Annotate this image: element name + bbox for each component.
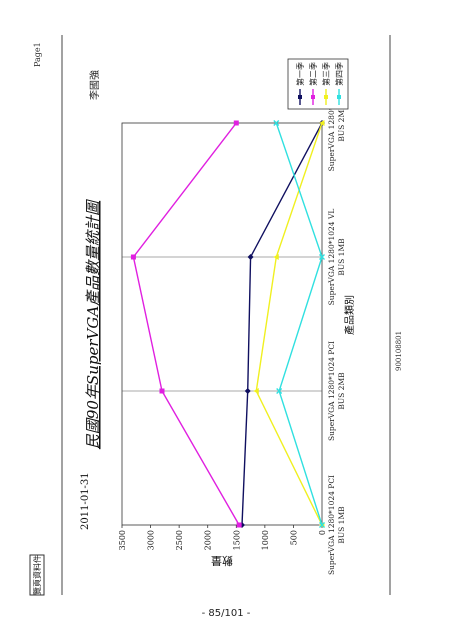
author-label: 李國強 xyxy=(88,70,101,100)
data-point xyxy=(276,388,283,394)
y-tick-label: 0 xyxy=(318,530,327,535)
page-label: Page1 xyxy=(33,42,42,67)
plot-area xyxy=(121,122,323,526)
data-point xyxy=(319,522,325,528)
data-point xyxy=(236,522,242,528)
data-point xyxy=(273,120,280,126)
x-tick-label: SuperVGA 1280*1024 VLBUS 1MB xyxy=(327,209,346,306)
legend-box xyxy=(287,58,349,110)
legend: 第一季 第二季 第三季 第四季 xyxy=(287,58,349,110)
legend-marker xyxy=(311,95,315,99)
legend-label: 第四季 xyxy=(334,62,344,86)
doc-code: 900108801 xyxy=(395,331,403,371)
y-tick-label: 3500 xyxy=(118,530,127,550)
series-line xyxy=(241,122,323,526)
y-tick-labels: 0 500 1000 1500 2000 2500 3000 3500 xyxy=(118,525,327,550)
stamp-box xyxy=(29,554,45,596)
data-point xyxy=(273,254,279,260)
data-point xyxy=(233,120,239,126)
data-point xyxy=(244,388,251,394)
series-layer xyxy=(130,120,325,528)
x-tick-label: SuperVGA 1280*1024 VLBUS 2MB xyxy=(327,75,346,172)
chart-title: 民國90年SuperVGA產品數量統計圖 xyxy=(84,199,102,449)
legend-marker xyxy=(324,95,328,99)
series-line xyxy=(275,122,323,526)
data-point xyxy=(130,254,136,260)
y-tick-label: 2000 xyxy=(204,530,213,550)
y-tick-label: 1000 xyxy=(261,530,270,550)
date-label: 2011-01-31 xyxy=(80,472,91,530)
data-point xyxy=(319,120,325,126)
x-tick-label: SuperVGA 1280*1024 PCIBUS 1MB xyxy=(327,475,346,575)
x-tick-label: SuperVGA 1280*1024 PCIBUS 2MB xyxy=(327,341,346,441)
stamp-label: 覽頁資料件 xyxy=(32,555,42,595)
data-point xyxy=(159,388,165,394)
y-tick-label: 500 xyxy=(289,530,298,545)
legend-label: 第一季 xyxy=(295,62,305,86)
legend-marker xyxy=(337,95,341,99)
y-axis-label: 數量 xyxy=(211,554,233,567)
x-tick-labels: SuperVGA 1280*1024 PCIBUS 1MB SuperVGA 12… xyxy=(327,75,346,575)
data-point xyxy=(247,254,254,260)
plot-border xyxy=(121,122,323,526)
data-point xyxy=(319,254,325,260)
legend-label: 第三季 xyxy=(321,62,331,86)
y-tick-label: 2500 xyxy=(175,530,184,550)
y-tick-label: 1500 xyxy=(232,530,241,550)
x-axis-label: 產品類別 xyxy=(343,295,356,335)
data-point xyxy=(253,388,259,394)
page-number: - 85/101 - xyxy=(201,608,251,619)
series-line xyxy=(132,122,240,526)
legend-marker xyxy=(298,95,302,99)
y-tick-label: 3000 xyxy=(147,530,156,550)
legend-label: 第二季 xyxy=(308,62,318,86)
